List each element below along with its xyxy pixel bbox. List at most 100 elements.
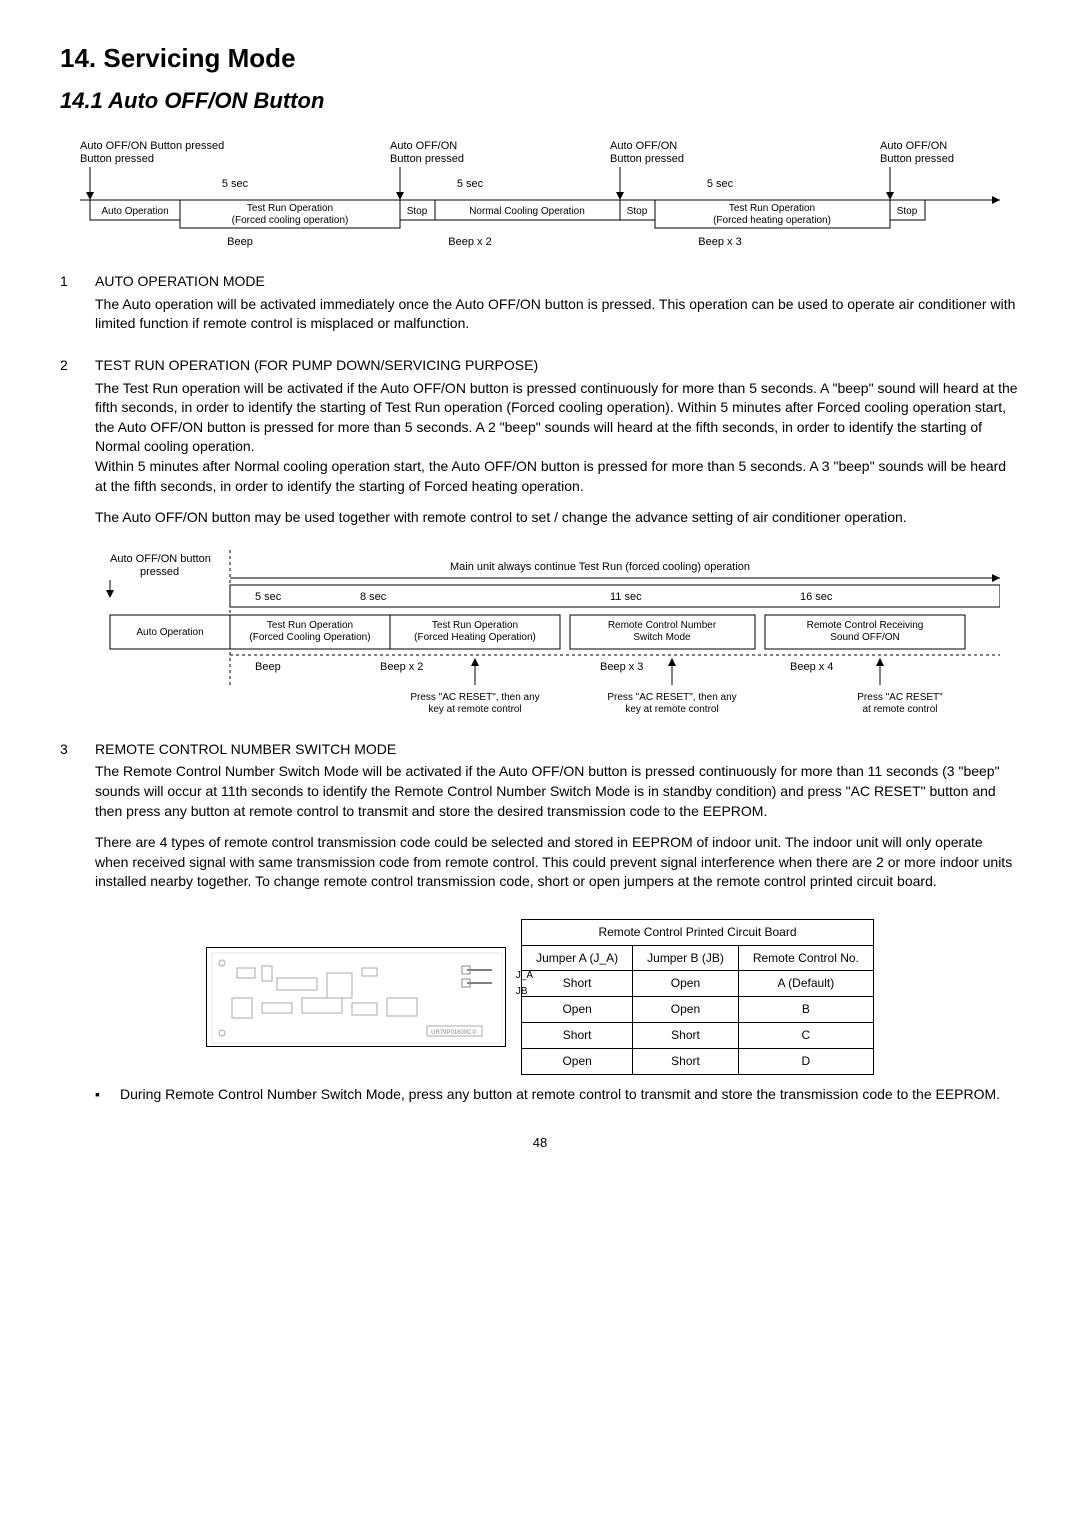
main-heading: 14. Servicing Mode [60,40,1020,76]
table-row: Short Short C [522,1023,874,1049]
table-row: Open Open B [522,997,874,1023]
rc-r1c2: B [738,997,873,1023]
diagram1-svg: Auto OFF/ON Button pressed Button presse… [80,137,1000,257]
section-2-para-1: Within 5 minutes after Normal cooling op… [95,457,1020,496]
rc-table-area: UR79P01600C① J_A JB Remote Control Print… [60,919,1020,1075]
rc-table: Remote Control Printed Circuit Board Jum… [521,919,874,1075]
d2-r2-3a: Remote Control Number [608,620,717,631]
d1-dur1: 5 sec [222,178,249,190]
section-1: 1 AUTO OPERATION MODE The Auto operation… [60,272,1020,346]
d2-r2-1a: Test Run Operation [267,620,353,631]
d1-dur2: 5 sec [457,178,484,190]
d2-btn-l2: pressed [140,566,179,578]
rc-r3c0: Open [522,1048,633,1074]
d1-op4: Stop [627,206,648,217]
d2-time3: 16 sec [800,591,833,603]
diagram2-svg: Auto OFF/ON button pressed Main unit alw… [80,550,1000,725]
d2-time1: 8 sec [360,591,387,603]
timing-diagram-1: Auto OFF/ON Button pressed Button presse… [60,137,1020,257]
d1-beep0: Beep [227,236,253,248]
rc-col2: Remote Control No. [738,945,873,971]
section-1-num: 1 [60,272,95,346]
page-number: 48 [60,1134,1020,1152]
section-3: 3 REMOTE CONTROL NUMBER SWITCH MODE The … [60,740,1020,904]
d1-dur3: 5 sec [707,178,734,190]
section-1-title: AUTO OPERATION MODE [95,272,1020,292]
d1-btn2-l1: Auto OFF/ON [390,140,457,152]
sub-heading: 14.1 Auto OFF/ON Button [60,86,1020,117]
d1-btn2-l2: Button pressed [390,153,464,165]
d2-note2b: at remote control [862,704,937,715]
d2-note1a: Press "AC RESET", then any [607,692,736,703]
d1-op2: Stop [407,206,428,217]
section-3-title: REMOTE CONTROL NUMBER SWITCH MODE [95,740,1020,760]
rc-r0c2: A (Default) [738,971,873,997]
rc-r3c1: Short [633,1048,739,1074]
section-1-para-0: The Auto operation will be activated imm… [95,295,1020,334]
d2-r2-0: Auto Operation [136,627,203,638]
d2-beep3: Beep x 4 [790,661,833,673]
d1-op1b: (Forced cooling operation) [232,215,349,226]
d1-op1a: Test Run Operation [247,203,333,214]
d1-op5b: (Forced heating operation) [713,215,831,226]
rc-r2c2: C [738,1023,873,1049]
timing-diagram-2: Auto OFF/ON button pressed Main unit alw… [60,550,1020,725]
section-2-para-0: The Test Run operation will be activated… [95,379,1020,457]
pcb-ja-label: J_A [516,968,533,984]
section-3-num: 3 [60,740,95,904]
d1-btn3-l1: Auto OFF/ON [610,140,677,152]
d2-beep0: Beep [255,661,281,673]
table-row: Short Open A (Default) [522,971,874,997]
d1-btn3-l2: Button pressed [610,153,684,165]
rc-r3c2: D [738,1048,873,1074]
section-2-num: 2 [60,356,95,540]
d2-note0a: Press "AC RESET", then any [410,692,539,703]
d2-r2-2a: Test Run Operation [432,620,518,631]
d1-btn4-l2: Button pressed [880,153,954,165]
rc-r0c0: Short [522,971,633,997]
d1-btn4-l1: Auto OFF/ON [880,140,947,152]
d2-btn-l1: Auto OFF/ON button [110,553,211,565]
d2-note2a: Press "AC RESET" [857,692,943,703]
bullet-icon: ▪ [95,1085,120,1105]
svg-text:UR79P01600C①: UR79P01600C① [431,1029,477,1036]
d2-r2-1b: (Forced Cooling Operation) [249,632,370,643]
d1-btn1-l2: Button pressed [80,153,154,165]
table-row: Open Short D [522,1048,874,1074]
rc-r2c0: Short [522,1023,633,1049]
rc-col0: Jumper A (J_A) [522,945,633,971]
d2-r2-3b: Switch Mode [633,632,691,643]
d2-note1b: key at remote control [625,704,718,715]
rc-r0c1: Open [633,971,739,997]
d2-r2-2b: (Forced Heating Operation) [414,632,536,643]
section-3-para-1: There are 4 types of remote control tran… [95,833,1020,892]
d2-note0b: key at remote control [428,704,521,715]
section-2-para-2: The Auto OFF/ON button may be used toget… [95,508,1020,528]
d2-time2: 11 sec [610,591,642,603]
pcb-svg: UR79P01600C① [207,948,507,1048]
d2-beep2: Beep x 3 [600,661,643,673]
section-3-para-0: The Remote Control Number Switch Mode wi… [95,762,1020,821]
section-2: 2 TEST RUN OPERATION (FOR PUMP DOWN/SERV… [60,356,1020,540]
bullet-note: ▪ During Remote Control Number Switch Mo… [95,1085,1020,1105]
d2-beep1: Beep x 2 [380,661,423,673]
d2-r2-4b: Sound OFF/ON [830,632,899,643]
d2-time0: 5 sec [255,591,282,603]
d1-op3: Normal Cooling Operation [469,206,585,217]
section-2-title: TEST RUN OPERATION (FOR PUMP DOWN/SERVIC… [95,356,1020,376]
d1-op6: Stop [897,206,918,217]
d1-btn1-l1: Auto OFF/ON Button pressed [80,140,224,152]
pcb-image-placeholder: UR79P01600C① J_A JB [206,947,506,1047]
d2-r2-4a: Remote Control Receiving [807,620,924,631]
d1-beep1: Beep x 2 [448,236,491,248]
d1-op0: Auto Operation [101,206,168,217]
bullet-text: During Remote Control Number Switch Mode… [120,1085,1000,1105]
rc-r2c1: Short [633,1023,739,1049]
rc-r1c0: Open [522,997,633,1023]
pcb-jb-label: JB [516,984,533,1000]
rc-r1c1: Open [633,997,739,1023]
d1-beep2: Beep x 3 [698,236,741,248]
d2-maintext: Main unit always continue Test Run (forc… [450,561,750,573]
d1-op5a: Test Run Operation [729,203,815,214]
rc-table-header: Remote Control Printed Circuit Board [522,919,874,945]
